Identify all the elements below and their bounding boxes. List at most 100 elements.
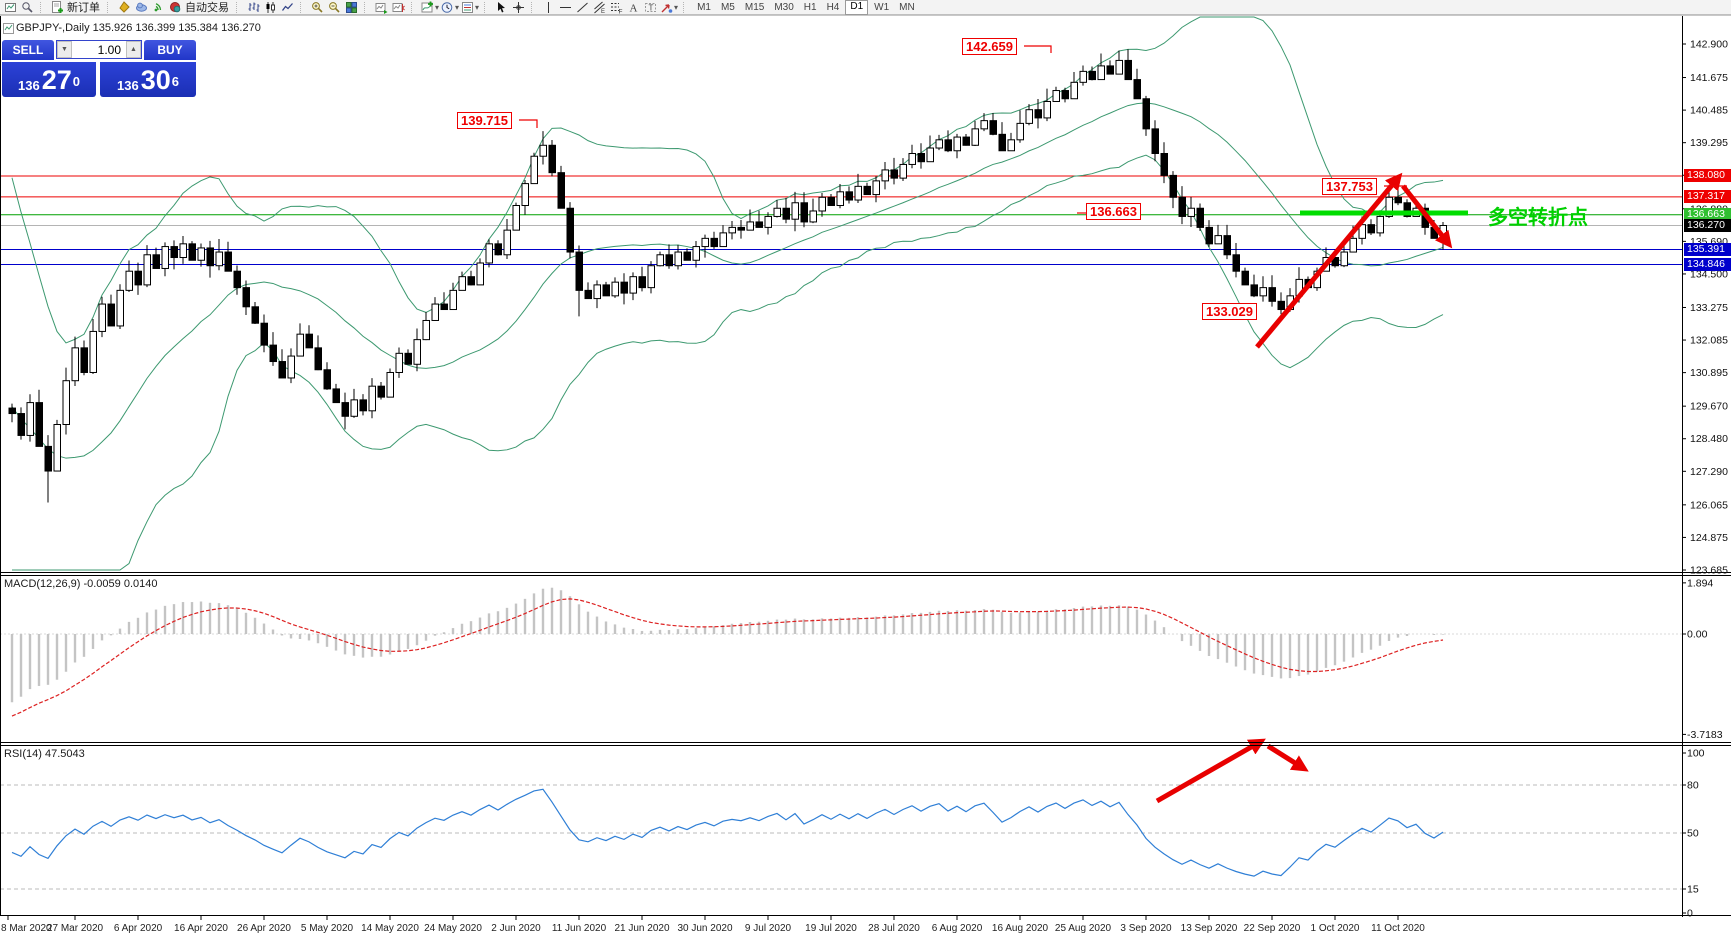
toolbar-separator [411, 1, 417, 13]
price-axis-badge: 134.846 [1684, 257, 1731, 271]
dropdown-caret-icon[interactable]: ▾ [435, 2, 440, 12]
trendline-icon[interactable] [575, 1, 590, 14]
zoom-out-icon[interactable] [327, 1, 342, 14]
bar-chart-icon[interactable] [246, 1, 261, 14]
dropdown-caret-icon[interactable]: ▾ [475, 2, 480, 12]
zoom-in-icon[interactable] [310, 1, 325, 14]
toolbar-group [245, 0, 296, 15]
crosshair-icon[interactable] [511, 1, 526, 14]
bollinger-upper [11, 16, 1444, 344]
chart-window-icon[interactable] [3, 1, 18, 14]
timeframe-h4[interactable]: H4 [826, 1, 840, 13]
timeframe-w1[interactable]: W1 [874, 1, 890, 13]
price-axis-badge: 136.270 [1684, 218, 1731, 232]
svg-text:3 Sep 2020: 3 Sep 2020 [1120, 923, 1172, 934]
chart-area[interactable]: 142.900141.675140.485139.295138.105136.8… [0, 15, 1731, 940]
candle-chart-icon[interactable] [263, 1, 278, 14]
new-order-icon[interactable] [50, 0, 65, 14]
timeframe-m30[interactable]: M30 [774, 1, 794, 13]
new-order-label[interactable]: 新订单 [67, 2, 100, 14]
svg-text:A: A [630, 2, 638, 14]
indicators-icon[interactable]: ▾ [421, 1, 439, 14]
svg-text:16 Aug 2020: 16 Aug 2020 [992, 923, 1049, 934]
autoscroll-icon[interactable] [374, 1, 389, 14]
line-chart-icon[interactable] [280, 1, 295, 14]
price-annotation-label: 142.659 [962, 38, 1017, 55]
tile-windows-icon[interactable] [344, 1, 359, 14]
svg-text:123.685: 123.685 [1690, 564, 1728, 576]
cloud-icon[interactable] [134, 1, 149, 14]
svg-text:26 Apr 2020: 26 Apr 2020 [237, 923, 291, 934]
svg-text:15: 15 [1687, 884, 1699, 896]
autotrade-icon[interactable] [168, 1, 183, 14]
toolbar-separator [531, 1, 537, 13]
channel-icon[interactable]: E [592, 1, 607, 14]
price-axis-badge: 137.317 [1684, 190, 1731, 204]
templates-icon[interactable]: ▾ [461, 1, 479, 14]
styler-icon[interactable] [117, 0, 132, 14]
periods-icon[interactable]: ▾ [441, 1, 459, 14]
timeframe-h1[interactable]: H1 [803, 1, 817, 13]
symbol-info: GBPJPY-,Daily 135.926 136.399 135.384 13… [16, 22, 261, 34]
autotrade-label[interactable]: 自动交易 [185, 2, 229, 14]
toolbar-separator [236, 1, 242, 13]
svg-text:6 Apr 2020: 6 Apr 2020 [114, 923, 163, 934]
svg-text:140.485: 140.485 [1690, 105, 1728, 117]
buy-price-display[interactable]: 136 30 6 [100, 62, 196, 97]
svg-text:124.875: 124.875 [1690, 532, 1728, 544]
rsi-pane-label: RSI(14) 47.5043 [4, 748, 85, 760]
timeframe-mn[interactable]: MN [899, 1, 915, 13]
timeframe-m15[interactable]: M15 [744, 1, 765, 13]
signal-icon[interactable] [151, 1, 166, 14]
rsi-line [11, 788, 1444, 877]
sell-button[interactable]: SELL [2, 40, 54, 60]
chart-symbol-icon [3, 21, 14, 39]
cursor-icon[interactable] [494, 1, 509, 14]
toolbar-group: E F A T ▾ [540, 0, 679, 15]
timeframe-m5[interactable]: M5 [720, 1, 735, 13]
toolbar-separator [300, 1, 306, 13]
toolbar-group [373, 0, 407, 15]
candlestick-series [8, 49, 1447, 503]
text-icon[interactable]: A [626, 1, 641, 14]
buy-price-big: 30 [140, 65, 171, 95]
toolbar-group: 新订单 [49, 0, 103, 15]
dropdown-caret-icon[interactable]: ▾ [455, 2, 460, 12]
fibo-icon[interactable]: F [609, 1, 624, 14]
svg-text:1.894: 1.894 [1687, 577, 1713, 589]
svg-text:80: 80 [1687, 780, 1699, 792]
svg-text:127.290: 127.290 [1690, 466, 1728, 478]
svg-text:132.085: 132.085 [1690, 335, 1728, 347]
sell-price-display[interactable]: 136 27 0 [2, 62, 96, 97]
svg-text:30 Jun 2020: 30 Jun 2020 [677, 923, 732, 934]
volume-value[interactable]: 1.00 [97, 42, 121, 57]
vline-icon[interactable] [541, 1, 556, 14]
hline-icon[interactable] [558, 1, 573, 14]
svg-text:1 Oct 2020: 1 Oct 2020 [1311, 923, 1360, 934]
toolbar-separator [484, 1, 490, 13]
svg-text:28 Jul 2020: 28 Jul 2020 [868, 923, 920, 934]
arrows-icon[interactable]: ▾ [660, 1, 678, 14]
svg-text:139.295: 139.295 [1690, 137, 1728, 149]
dropdown-caret-icon[interactable]: ▾ [674, 2, 679, 12]
price-axis-badge: 135.391 [1684, 243, 1731, 257]
label-icon[interactable]: T [643, 1, 658, 14]
timeframe-toolbar: M1 M5 M15 M30 H1 H4 D1 W1 MN [692, 0, 920, 15]
volume-stepper[interactable]: ▼ 1.00 ▲ [56, 40, 142, 59]
volume-up-button[interactable]: ▲ [126, 41, 141, 58]
timeframe-d1[interactable]: D1 [845, 0, 869, 15]
macd-signal-line [11, 598, 1444, 717]
preview-icon[interactable] [20, 1, 35, 14]
toolbar-group [309, 0, 360, 15]
svg-text:128.480: 128.480 [1690, 433, 1728, 445]
buy-button[interactable]: BUY [144, 40, 196, 60]
volume-down-button[interactable]: ▼ [57, 41, 72, 58]
timeframe-m1[interactable]: M1 [697, 1, 711, 13]
chart-shift-icon[interactable] [391, 1, 406, 14]
pane-borders [0, 15, 1731, 917]
svg-text:11 Oct 2020: 11 Oct 2020 [1371, 923, 1425, 934]
macd-histogram [10, 587, 1445, 703]
svg-text:13 Sep 2020: 13 Sep 2020 [1181, 923, 1238, 934]
